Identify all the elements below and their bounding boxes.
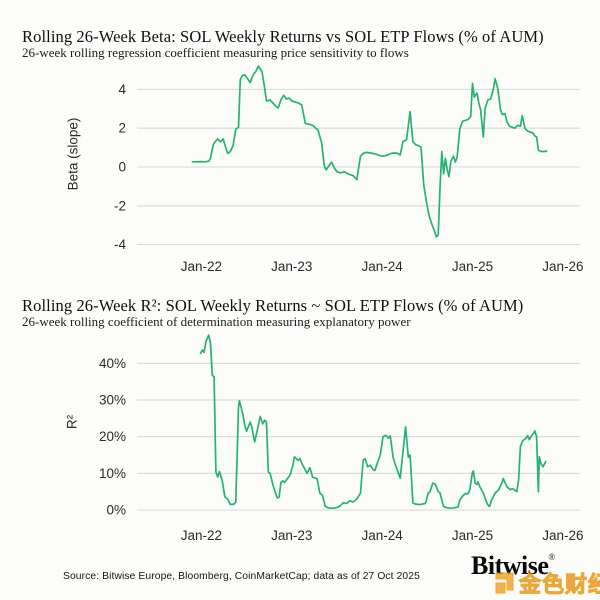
beta-chart-x-tick-Jan-25: Jan-25: [452, 259, 493, 274]
beta-chart-x-tick-Jan-22: Jan-22: [181, 259, 222, 274]
chart-2-title: Rolling 26-Week R²: SOL Weekly Returns ~…: [22, 296, 524, 315]
r2-chart-y-tick-20%: 20%: [99, 429, 126, 444]
beta-chart-x-tick-Jan-23: Jan-23: [271, 259, 312, 274]
beta-chart-y-tick-2: 2: [118, 121, 126, 136]
r2-chart-y-tick-labels: 40% 30% 20% 10% 0%: [99, 356, 126, 518]
jinse-watermark-text: 金色财经: [518, 573, 600, 599]
r2-chart-y-tick-0%: 0%: [106, 503, 126, 518]
beta-chart: 4 2 0 -2 -4 Jan-22 Jan-23 Jan-24 Jan-25 Jan-26: [114, 65, 584, 274]
chart-1-title: Rolling 26-Week Beta: SOL Weekly Returns…: [22, 27, 544, 46]
r2-chart-x-tick-Jan-24: Jan-24: [361, 528, 403, 543]
beta-chart-x-tick-Jan-26: Jan-26: [542, 259, 583, 274]
beta-chart-y-tick-labels: 4 2 0 -2 -4: [114, 82, 127, 252]
chart-1-subtitle: 26-week rolling regression coefficient m…: [22, 45, 409, 60]
beta-chart-y-tick--4: -4: [114, 237, 126, 252]
beta-chart-y-tick--2: -2: [114, 198, 126, 213]
beta-chart-y-tick-0: 0: [118, 159, 126, 174]
r2-chart-y-tick-10%: 10%: [99, 466, 126, 481]
r2-chart-x-tick-Jan-25: Jan-25: [452, 528, 493, 543]
r2-chart-x-tick-labels: Jan-22 Jan-23 Jan-24 Jan-25 Jan-26: [181, 528, 584, 543]
beta-chart-x-tick-Jan-24: Jan-24: [361, 259, 403, 274]
source-text: Source: Bitwise Europe, Bloomberg, CoinM…: [63, 571, 420, 582]
registered-trademark-icon: ®: [548, 552, 556, 562]
r2-chart-x-tick-Jan-23: Jan-23: [271, 528, 312, 543]
r2-chart-x-tick-Jan-22: Jan-22: [181, 528, 222, 543]
chart-2-subtitle: 26-week rolling coefficient of determina…: [22, 314, 411, 329]
jinse-watermark: 金色财经: [494, 567, 600, 599]
r2-chart-series-line: [199, 334, 547, 510]
beta-chart-x-tick-labels: Jan-22 Jan-23 Jan-24 Jan-25 Jan-26: [181, 259, 584, 274]
jinse-watermark-icon: [495, 572, 514, 594]
r2-chart-x-tick-Jan-26: Jan-26: [542, 528, 583, 543]
r2-chart-y-tick-40%: 40%: [99, 356, 126, 371]
r2-chart-gridlines: [137, 362, 580, 511]
r2-chart-y-tick-30%: 30%: [99, 393, 126, 408]
beta-chart-y-tick-4: 4: [118, 82, 126, 97]
beta-chart-series-line: [191, 65, 548, 238]
r2-chart: 40%30%20%10%0%Jan-22 Jan-23 Jan-24 Jan-25 Ja…: [99, 334, 584, 543]
